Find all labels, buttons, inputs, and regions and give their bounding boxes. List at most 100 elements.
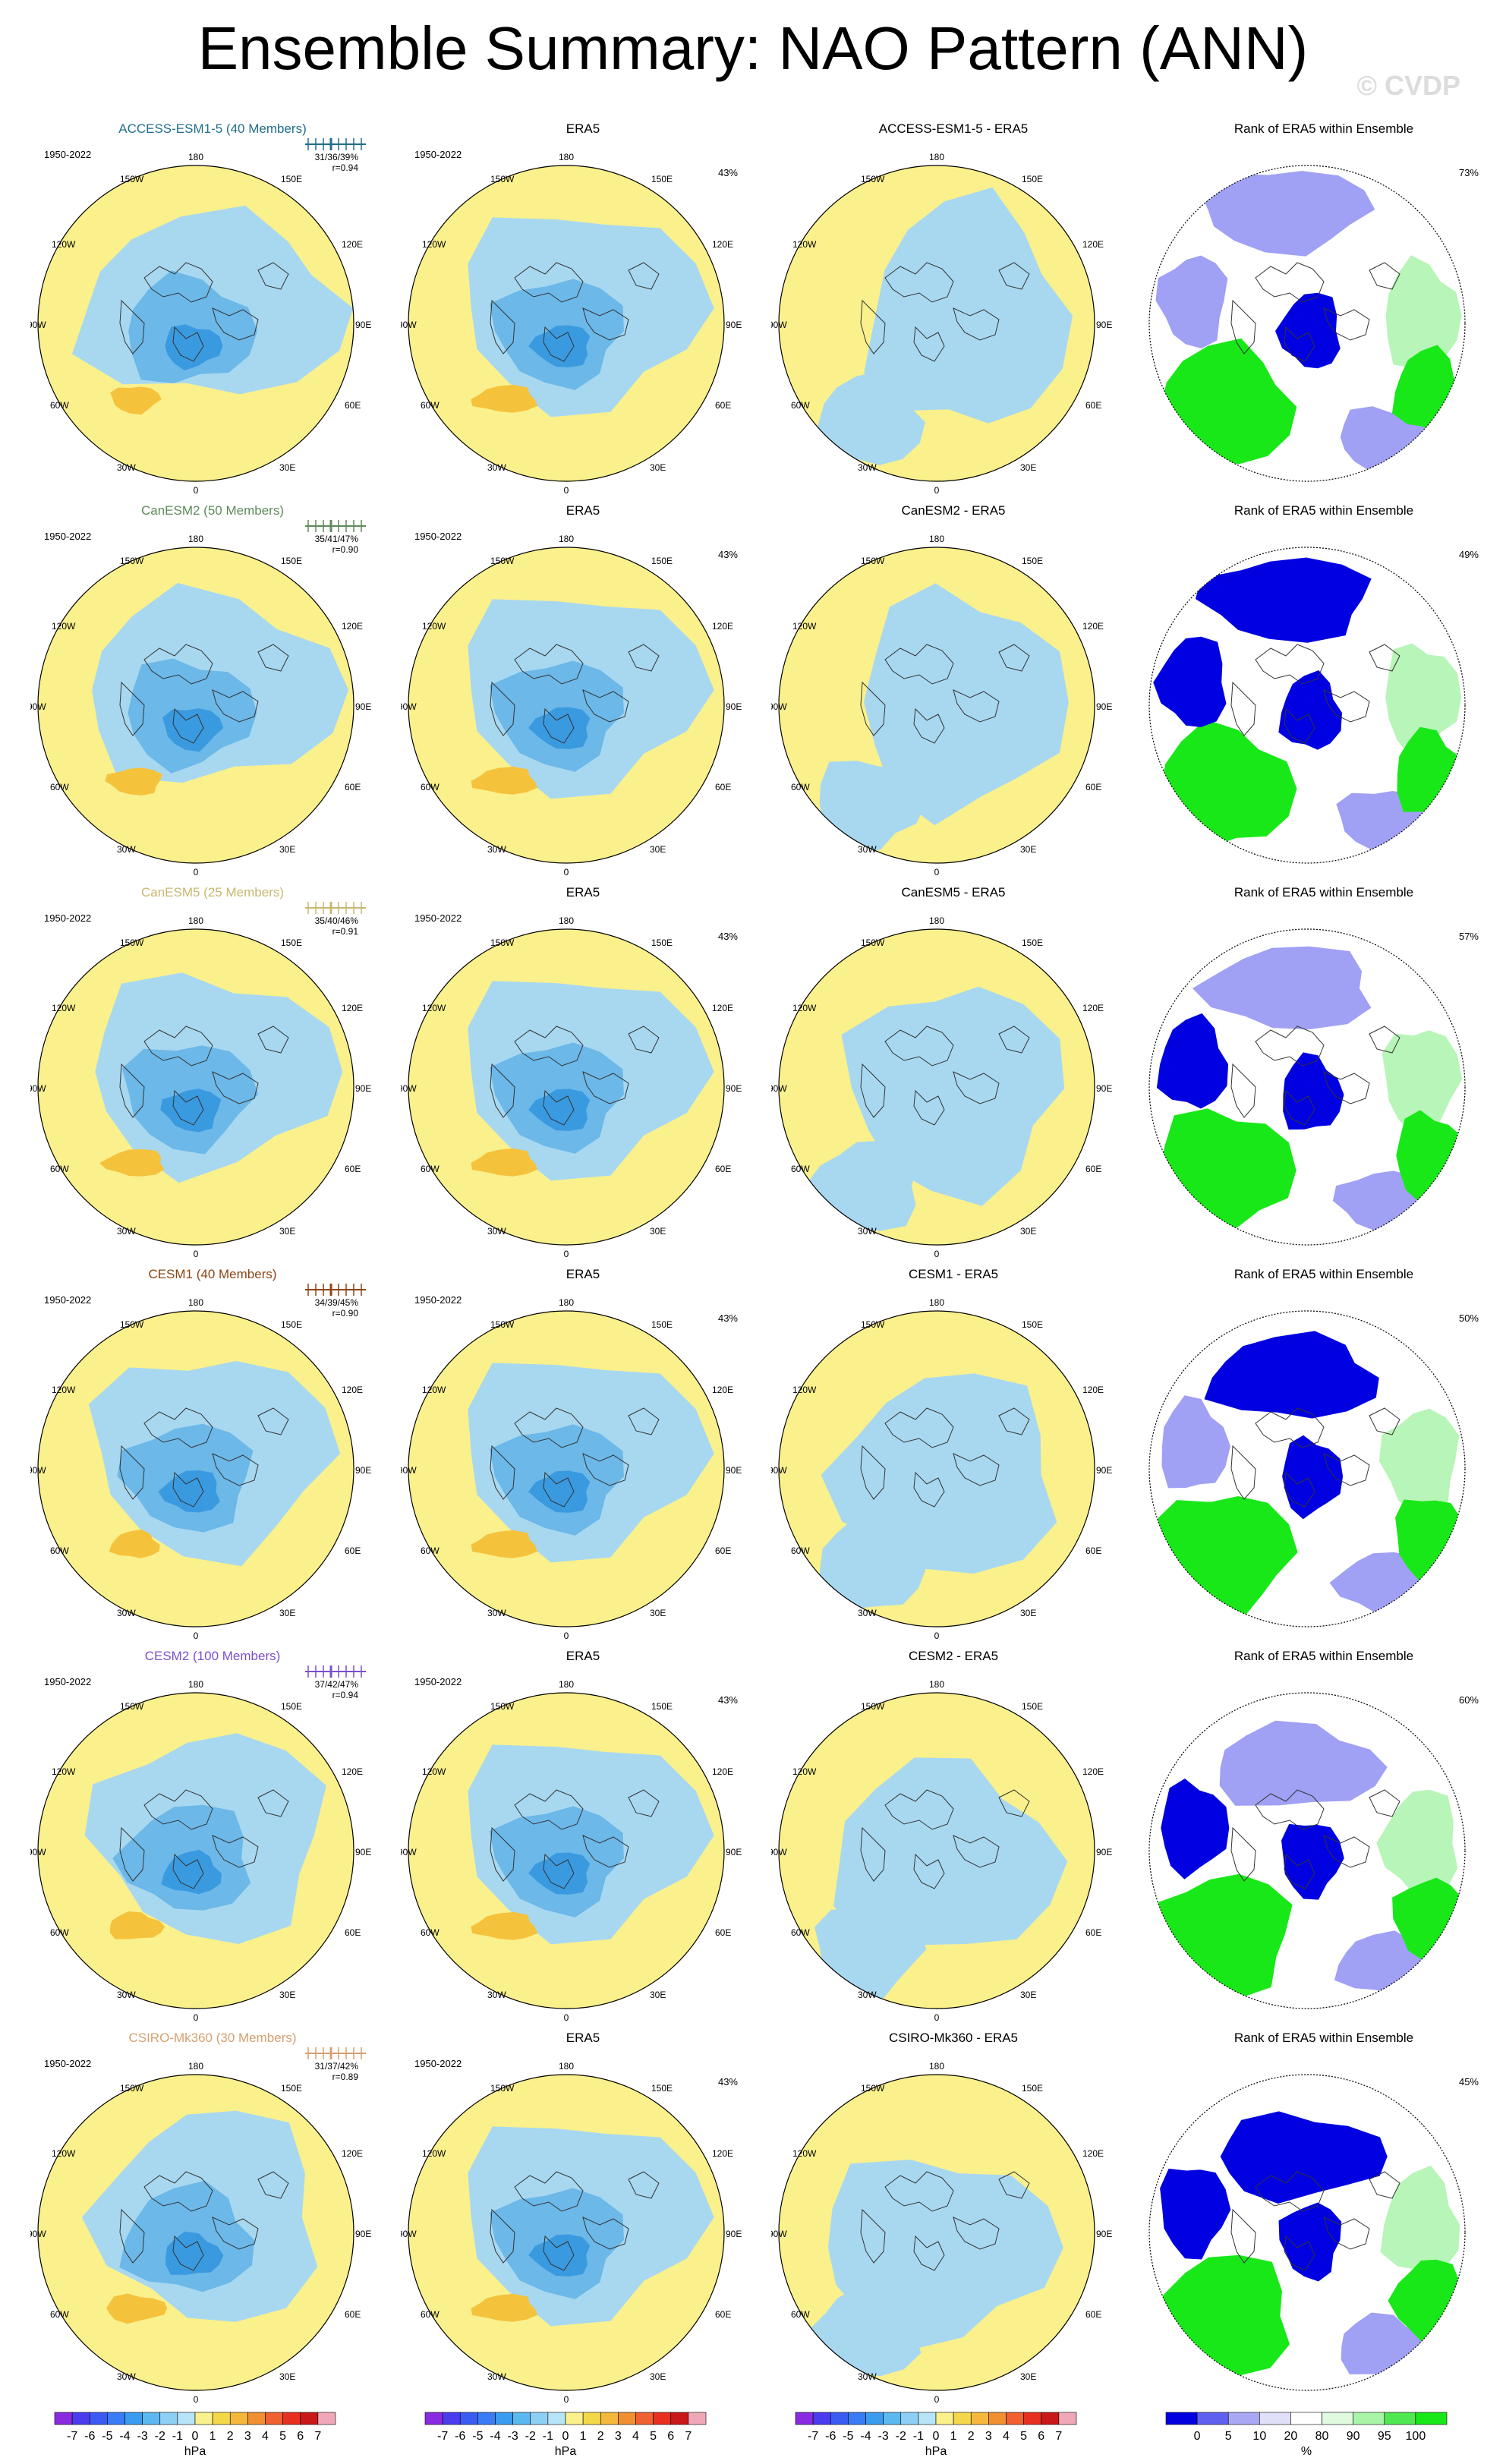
longitude-label: 0: [194, 1631, 199, 1641]
longitude-label: 60E: [715, 1164, 731, 1174]
coastline: [1369, 1026, 1400, 1054]
longitude-label: 120W: [52, 1385, 76, 1395]
colorbar-swatch: [229, 2412, 248, 2425]
coastline: [212, 2217, 259, 2250]
longitude-label: 150E: [281, 937, 302, 948]
colorbar-tick-label: -1: [543, 2430, 553, 2443]
colorbar-swatch: [970, 2412, 989, 2425]
longitude-label: 150W: [861, 174, 885, 184]
longitude-label: 90E: [726, 320, 742, 330]
colorbar-swatch: [688, 2412, 707, 2425]
negative-difference-region: [833, 1757, 1068, 1949]
coastline: [543, 1089, 575, 1126]
colorbar-tick-label: -4: [119, 2430, 130, 2443]
positive-anomaly-max: [471, 1911, 538, 1940]
longitude-label: 0: [934, 2394, 940, 2405]
longitude-label: 120E: [342, 1003, 363, 1013]
pct-explained-values: 35/41/47%: [314, 534, 358, 544]
longitude-label: 90E: [355, 1083, 371, 1094]
longitude-label: 150E: [1022, 2083, 1043, 2094]
colorbar-tick-label: 2: [227, 2430, 234, 2443]
coastline: [514, 644, 584, 685]
colorbar-swatch: [54, 2412, 73, 2425]
era-map: 180 150W 150E 120W 120E 90W 90E 60W 60E 30W 30E 0: [401, 1297, 742, 1641]
longitude-label: 90E: [355, 1847, 371, 1857]
coastline: [582, 1453, 629, 1486]
coastline: [257, 1407, 289, 1435]
rank-region: [1282, 1435, 1344, 1520]
longitude-label: 30E: [1020, 1226, 1036, 1237]
map-boundary: [1148, 1310, 1466, 1627]
longitude-label: 120E: [342, 1385, 363, 1395]
longitude-label: 90E: [1096, 701, 1112, 712]
colorbar-tick-label: -4: [490, 2430, 500, 2443]
longitude-label: 30E: [279, 1990, 295, 2000]
negative-difference-region: [812, 370, 925, 465]
map-boundary: [778, 165, 1095, 482]
colorbar-tick-label: -7: [437, 2430, 448, 2443]
longitude-label: 60W: [791, 782, 810, 792]
coastline: [172, 1089, 204, 1126]
map-boundary: [778, 547, 1095, 864]
coastline: [514, 2171, 584, 2212]
rank-pct-label: 60%: [1458, 1694, 1479, 1706]
longitude-label: 180: [188, 1679, 203, 1690]
coastline: [490, 1826, 515, 1882]
rank-region: [1275, 292, 1341, 369]
coastline: [913, 2235, 945, 2271]
longitude-label: 60W: [421, 400, 440, 411]
longitude-label: 120W: [52, 2148, 76, 2159]
longitude-label: 90E: [355, 320, 371, 330]
positive-anomaly-max: [109, 1529, 160, 1558]
longitude-label: 150W: [490, 2083, 515, 2094]
longitude-label: 90W: [401, 2229, 417, 2239]
longitude-label: 90E: [1096, 2229, 1112, 2239]
colorbar-tick-label: 5: [650, 2430, 657, 2443]
coastline: [1323, 689, 1370, 723]
coastline: [582, 689, 629, 723]
diff-panel: 180 150W 150E 120W 120E 90W 90E 60W 60E 30W 30E 0 AC…: [771, 121, 1136, 503]
rank-region: [1220, 2111, 1388, 2204]
pct-explained-values: 34/39/45%: [314, 1297, 358, 1308]
colorbar-swatch: [459, 2412, 478, 2425]
longitude-label: 60E: [1085, 2309, 1101, 2320]
longitude-label: 150W: [861, 556, 885, 566]
rank-pct-label: 49%: [1458, 549, 1479, 560]
longitude-label: 30W: [117, 844, 136, 855]
longitude-label: 120W: [792, 1766, 817, 1777]
coastline: [514, 262, 584, 303]
longitude-label: 30W: [858, 844, 877, 855]
colorbar-swatch: [883, 2412, 902, 2425]
map-boundary: [408, 1692, 725, 2009]
period-label: 1950-2022: [44, 2058, 92, 2069]
map-boundary: [778, 1692, 1095, 2009]
coastline: [1284, 1853, 1315, 1889]
coastline: [953, 1071, 1000, 1104]
coastline: [543, 707, 575, 744]
model-panel: 180 150W 150E 120W 120E 90W 90E 60W 60E 30W 30E 0 AC…: [30, 121, 395, 503]
longitude-label: 60E: [345, 400, 361, 411]
colorbar-tick-label: 5: [1225, 2430, 1232, 2443]
negative-anomaly-max: [161, 1849, 222, 1895]
longitude-label: 30E: [1020, 1608, 1036, 1618]
longitude-label: 60E: [1085, 1546, 1101, 1556]
coastline: [1230, 681, 1256, 736]
coastline: [1230, 1063, 1256, 1118]
longitude-label: 30E: [279, 1226, 295, 1237]
coastline: [1230, 2208, 1256, 2264]
longitude-label: 150E: [281, 556, 302, 566]
colorbar-swatch: [495, 2412, 513, 2425]
diff-map: 180 150W 150E 120W 120E 90W 90E 60W 60E 30W 30E 0: [771, 152, 1112, 496]
coastline: [119, 1063, 145, 1118]
era5-pct-explained: 43%: [717, 931, 738, 942]
era-map: 180 150W 150E 120W 120E 90W 90E 60W 60E 30W 30E 0: [401, 1679, 742, 2023]
coastline: [1284, 2235, 1315, 2271]
negative-anomaly-core: [128, 270, 258, 383]
difference-panel-title: CSIRO-Mk360 - ERA5: [888, 2031, 1019, 2045]
rank-pct-label: 45%: [1458, 2076, 1479, 2087]
rank-region: [1281, 1823, 1344, 1900]
longitude-label: 120E: [342, 1766, 363, 1777]
longitude-label: 120W: [422, 621, 446, 632]
era-map: 180 150W 150E 120W 120E 90W 90E 60W 60E 30W 30E 0: [401, 915, 742, 1259]
map-boundary: [1148, 928, 1466, 1246]
